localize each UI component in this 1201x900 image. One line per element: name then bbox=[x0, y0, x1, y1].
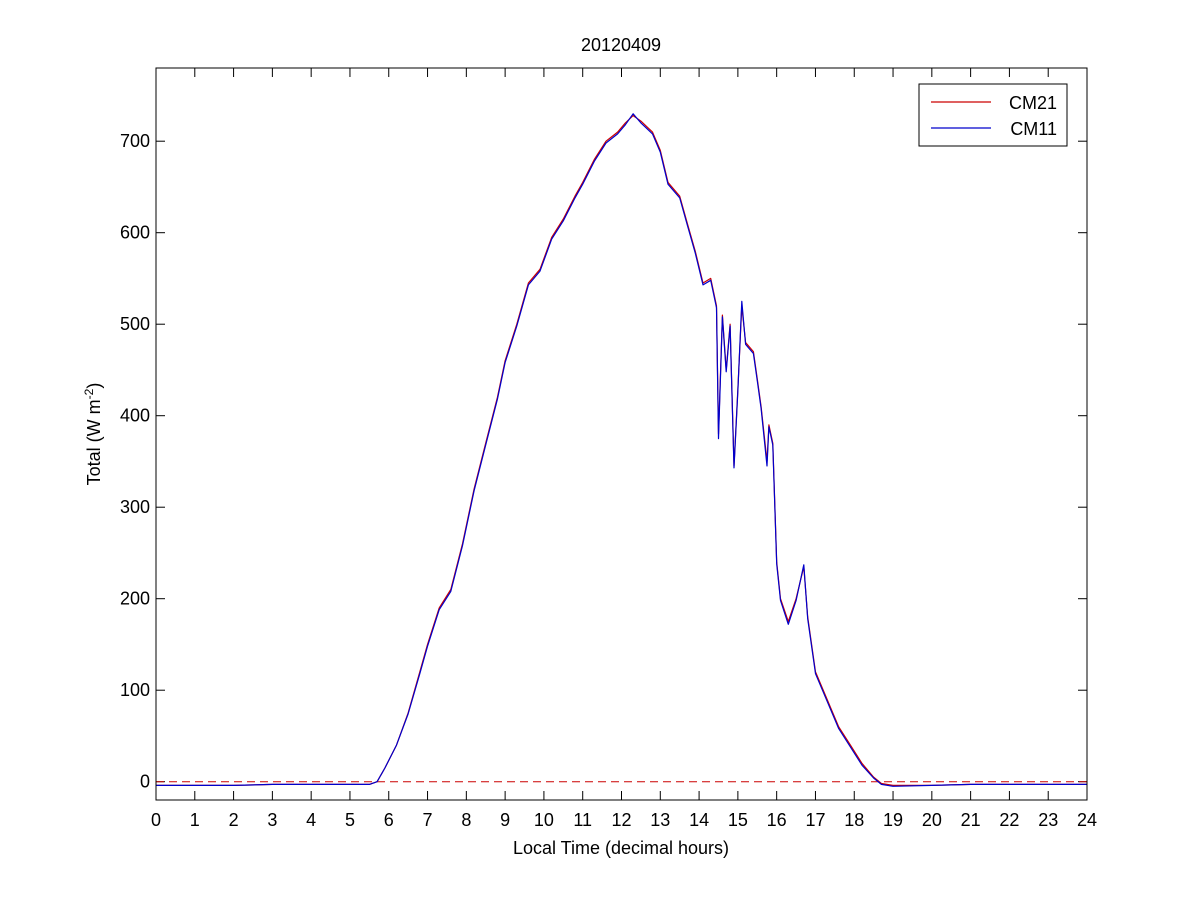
x-tick-label: 22 bbox=[999, 810, 1019, 830]
y-axis-label-prefix: Total (W m bbox=[84, 399, 104, 485]
legend-label-cm21: CM21 bbox=[1009, 93, 1057, 113]
y-tick-label: 500 bbox=[120, 314, 150, 334]
x-tick-label: 8 bbox=[461, 810, 471, 830]
x-tick-label: 10 bbox=[534, 810, 554, 830]
x-tick-label: 17 bbox=[805, 810, 825, 830]
y-tick-label: 400 bbox=[120, 406, 150, 426]
x-tick-label: 18 bbox=[844, 810, 864, 830]
x-tick-label: 6 bbox=[384, 810, 394, 830]
x-tick-label: 11 bbox=[573, 810, 592, 830]
x-tick-label: 21 bbox=[961, 810, 981, 830]
x-axis-label: Local Time (decimal hours) bbox=[513, 838, 729, 858]
x-tick-label: 9 bbox=[500, 810, 510, 830]
y-tick-label: 700 bbox=[120, 131, 150, 151]
x-tick-label: 1 bbox=[190, 810, 200, 830]
legend: CM21 CM11 bbox=[918, 83, 1068, 147]
y-axis-label-superscript: -2 bbox=[82, 388, 96, 399]
y-tick-label: 300 bbox=[120, 497, 150, 517]
x-tick-label: 13 bbox=[650, 810, 670, 830]
series-line-cm11 bbox=[156, 113, 1087, 787]
axis-ticks: 0 1 2 3 4 5 6 7 8 9 10 11 12 13 14 15 16 17 18 19 20 21 22 23 24… bbox=[120, 68, 1097, 830]
y-axis-label-suffix: ) bbox=[84, 383, 104, 389]
plot-area bbox=[155, 67, 1088, 801]
x-tick-label: 19 bbox=[883, 810, 903, 830]
x-tick-label: 24 bbox=[1077, 810, 1097, 830]
x-tick-label: 5 bbox=[345, 810, 355, 830]
x-tick-label: 23 bbox=[1038, 810, 1058, 830]
legend-label-cm11: CM11 bbox=[1010, 119, 1057, 139]
series-layer bbox=[156, 113, 1087, 787]
y-tick-label: 100 bbox=[120, 680, 150, 700]
x-tick-label: 3 bbox=[267, 810, 277, 830]
y-tick-label: 600 bbox=[120, 223, 150, 243]
x-tick-label: 4 bbox=[306, 810, 316, 830]
y-axis-label: Total (W m-2) bbox=[82, 383, 104, 486]
y-tick-label: 0 bbox=[140, 772, 150, 792]
x-tick-label: 15 bbox=[728, 810, 748, 830]
chart-title: 20120409 bbox=[581, 35, 661, 55]
x-tick-label: 16 bbox=[767, 810, 787, 830]
legend-box bbox=[918, 83, 1068, 147]
y-tick-label: 200 bbox=[120, 589, 150, 609]
x-tick-label: 20 bbox=[922, 810, 942, 830]
x-tick-label: 0 bbox=[151, 810, 161, 830]
x-tick-label: 14 bbox=[689, 810, 709, 830]
x-tick-label: 2 bbox=[229, 810, 239, 830]
x-tick-label: 12 bbox=[611, 810, 631, 830]
x-tick-label: 7 bbox=[423, 810, 433, 830]
